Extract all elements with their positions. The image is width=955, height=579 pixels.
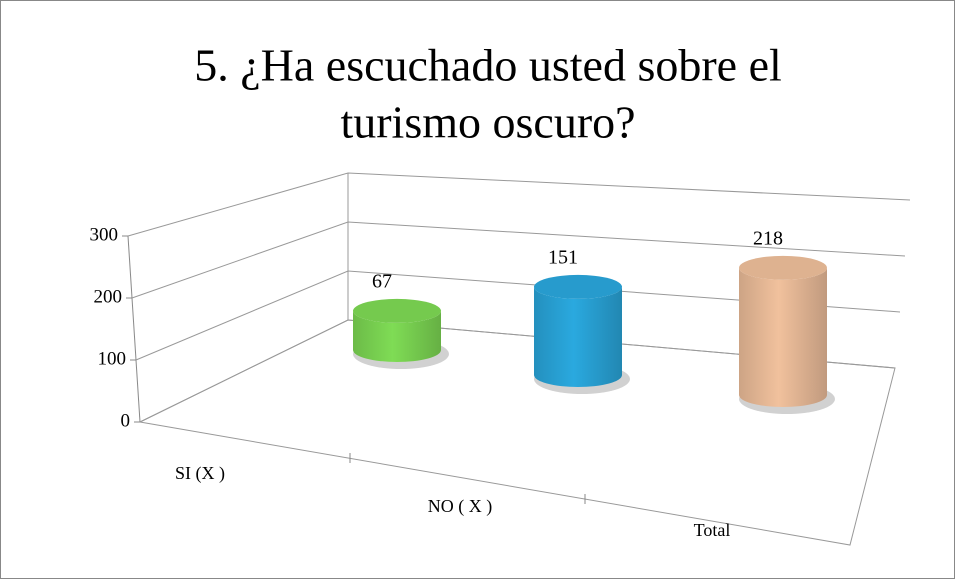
cylinder-top (353, 298, 441, 323)
grid-line (135, 270, 901, 361)
y-tick-label: 0 (121, 410, 131, 431)
y-tick-label: 300 (90, 224, 119, 245)
value-label: 151 (548, 247, 578, 269)
y-tick-label: 200 (94, 286, 123, 307)
cylinder (739, 267, 827, 407)
x-tick-label: Total (694, 520, 731, 540)
cylinder (353, 310, 441, 362)
value-label: 67 (372, 271, 392, 293)
grid-line (131, 221, 906, 299)
value-label: 218 (753, 227, 783, 249)
chart-title: turismo oscuro? (340, 97, 635, 148)
grid-line (139, 319, 896, 423)
y-axis (127, 235, 141, 423)
cylinder (534, 286, 622, 387)
x-tick-label: SI (X ) (175, 463, 225, 484)
x-tick-label: NO ( X ) (428, 496, 493, 517)
cylinder-top (534, 274, 622, 299)
y-tick-label: 100 (98, 348, 127, 369)
grid-line (127, 172, 911, 237)
chart-title: 5. ¿Ha escuchado usted sobre el (194, 40, 782, 91)
cylinder-top (739, 255, 827, 280)
